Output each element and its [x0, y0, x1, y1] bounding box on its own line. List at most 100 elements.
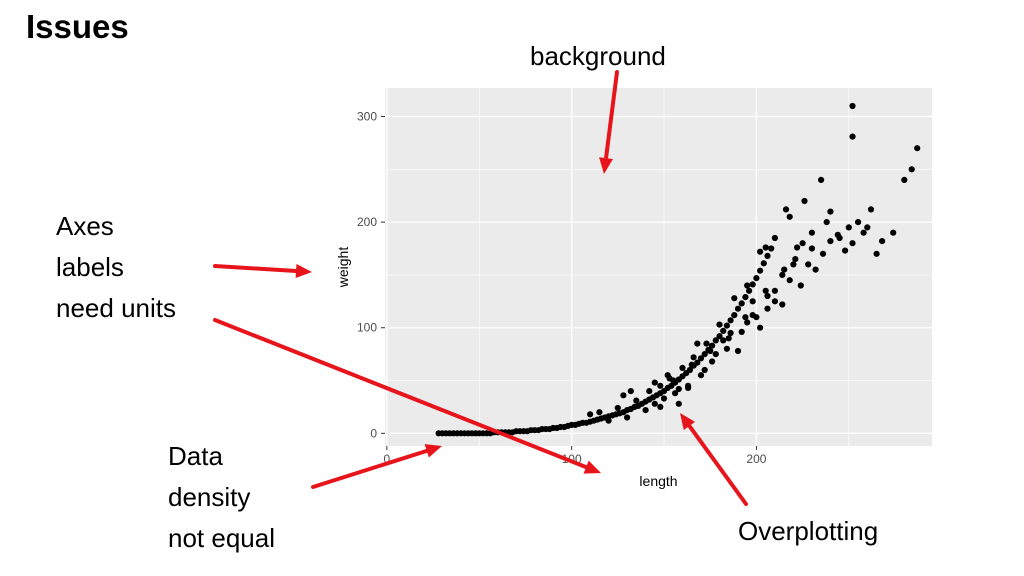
data-point	[620, 392, 627, 399]
data-point	[764, 292, 771, 300]
annotation-density-line: not equal	[168, 523, 275, 553]
data-point	[808, 229, 816, 236]
data-point	[731, 312, 738, 319]
data-point	[860, 229, 867, 236]
data-point	[738, 300, 745, 307]
data-point	[587, 411, 594, 418]
data-point	[697, 372, 705, 379]
data-point	[760, 260, 767, 267]
data-point	[651, 400, 658, 407]
data-point	[709, 358, 716, 365]
data-point	[670, 377, 677, 384]
data-point	[744, 319, 751, 326]
data-point	[879, 238, 886, 245]
data-point	[686, 366, 694, 374]
data-point	[808, 245, 816, 252]
data-point	[701, 351, 708, 358]
data-point	[712, 351, 719, 358]
data-point	[734, 347, 742, 355]
data-point	[757, 267, 764, 274]
data-point	[799, 240, 806, 247]
data-point	[771, 298, 779, 305]
data-point	[672, 390, 679, 397]
data-point	[657, 403, 664, 410]
slide-title: Issues	[26, 8, 129, 45]
data-point	[646, 388, 653, 395]
y-tick-label: 200	[357, 215, 377, 229]
data-point	[908, 166, 915, 173]
data-point	[762, 287, 769, 294]
data-point	[605, 417, 612, 424]
data-point	[855, 219, 862, 226]
data-point	[786, 213, 793, 220]
data-point	[642, 407, 649, 414]
data-point	[723, 345, 731, 352]
data-point	[742, 294, 749, 301]
data-point	[818, 176, 825, 183]
data-point	[836, 234, 843, 242]
data-point	[627, 388, 634, 395]
data-point	[633, 397, 640, 404]
data-point	[873, 250, 880, 257]
data-point	[664, 372, 671, 379]
x-tick-label: 100	[562, 452, 582, 466]
data-point	[712, 337, 719, 344]
data-point	[864, 224, 871, 231]
data-point	[709, 342, 716, 349]
data-point	[779, 301, 786, 308]
data-point	[749, 298, 756, 305]
data-point	[651, 379, 658, 386]
annotation-background: background	[530, 41, 666, 71]
data-point	[792, 256, 799, 263]
data-point	[842, 247, 849, 254]
data-point	[801, 197, 808, 205]
annotation-axes-labels: Axes labels need units	[56, 206, 176, 329]
data-point	[757, 248, 764, 255]
data-point	[675, 400, 682, 407]
data-point	[827, 208, 834, 215]
data-point	[727, 317, 734, 324]
data-point	[624, 414, 631, 421]
data-point	[764, 252, 771, 259]
data-point	[703, 340, 710, 347]
data-point	[707, 347, 714, 355]
x-axis-label: length	[639, 473, 677, 489]
data-point	[779, 271, 786, 278]
data-point	[657, 382, 664, 389]
data-point	[762, 244, 769, 251]
data-point	[782, 206, 790, 213]
data-point	[823, 219, 830, 226]
data-point	[679, 364, 686, 371]
data-point	[812, 266, 819, 273]
data-point	[827, 238, 834, 245]
data-point	[768, 245, 775, 252]
data-point	[849, 240, 856, 247]
y-tick-label: 300	[357, 110, 377, 124]
data-point	[685, 384, 692, 391]
data-point	[734, 305, 742, 312]
data-point	[819, 250, 827, 257]
data-point	[771, 287, 779, 294]
data-point	[697, 355, 705, 362]
data-point	[694, 359, 701, 366]
data-point	[720, 327, 727, 334]
data-point	[794, 244, 801, 251]
data-point	[849, 133, 856, 140]
data-point	[786, 277, 793, 284]
annotation-overplotting: Overplotting	[738, 516, 879, 546]
y-axis-label: weight	[335, 247, 351, 289]
data-point	[797, 282, 804, 289]
data-point	[720, 337, 727, 344]
data-point	[690, 354, 697, 361]
data-point	[723, 322, 731, 329]
annotation-density-line: density	[168, 482, 251, 512]
data-point	[753, 275, 760, 282]
data-point	[749, 281, 756, 288]
data-point	[790, 261, 797, 268]
data-point	[849, 102, 856, 110]
data-point	[746, 287, 753, 294]
data-point	[867, 206, 875, 213]
data-point	[771, 234, 779, 242]
data-point	[716, 321, 723, 328]
